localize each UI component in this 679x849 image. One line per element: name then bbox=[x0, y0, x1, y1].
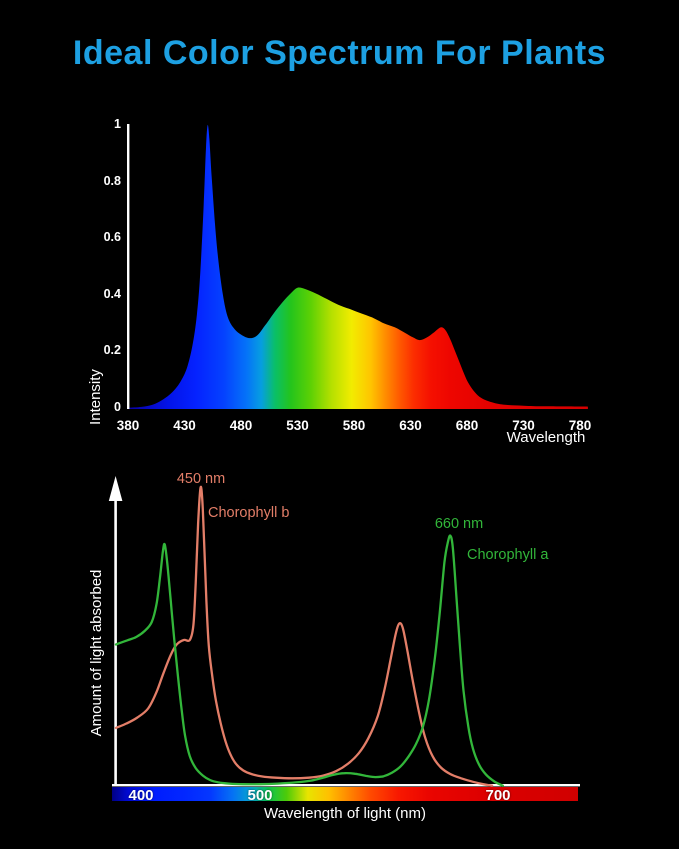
top-chart-x-tick-label: 580 bbox=[343, 418, 366, 433]
label-layer: Intensity Wavelength Amount of light abs… bbox=[0, 0, 679, 849]
top-chart-y-tick-label: 0 bbox=[0, 400, 121, 414]
top-chart-y-tick-label: 1 bbox=[0, 117, 121, 131]
infographic-canvas: Ideal Color Spectrum For Plants Intensit… bbox=[0, 0, 679, 849]
colorbar-tick-label: 500 bbox=[247, 787, 272, 804]
curve-annotation: 450 nm bbox=[177, 471, 225, 487]
curve-annotation: Chorophyll a bbox=[467, 547, 548, 563]
top-chart-y-tick-label: 0.4 bbox=[0, 287, 121, 301]
top-chart-y-axis-title: Intensity bbox=[87, 356, 104, 438]
curve-annotation: 660 nm bbox=[435, 516, 483, 532]
colorbar-tick-label: 400 bbox=[128, 787, 153, 804]
colorbar-tick-label: 700 bbox=[485, 787, 510, 804]
top-chart-x-tick-label: 430 bbox=[173, 418, 196, 433]
top-chart-y-tick-label: 0.6 bbox=[0, 230, 121, 244]
top-chart-x-tick-label: 780 bbox=[569, 418, 592, 433]
top-chart-x-tick-label: 630 bbox=[399, 418, 422, 433]
curve-annotation: Chorophyll b bbox=[208, 505, 289, 521]
bottom-chart-x-axis-title: Wavelength of light (nm) bbox=[264, 805, 426, 822]
top-chart-x-tick-label: 380 bbox=[117, 418, 140, 433]
top-chart-x-tick-label: 480 bbox=[230, 418, 253, 433]
top-chart-x-tick-label: 530 bbox=[286, 418, 309, 433]
top-chart-y-tick-label: 0.8 bbox=[0, 174, 121, 188]
bottom-chart-y-axis-title: Amount of light absorbed bbox=[88, 558, 105, 748]
top-chart-x-tick-label: 680 bbox=[456, 418, 479, 433]
top-chart-x-tick-label: 730 bbox=[512, 418, 535, 433]
top-chart-y-tick-label: 0.2 bbox=[0, 343, 121, 357]
